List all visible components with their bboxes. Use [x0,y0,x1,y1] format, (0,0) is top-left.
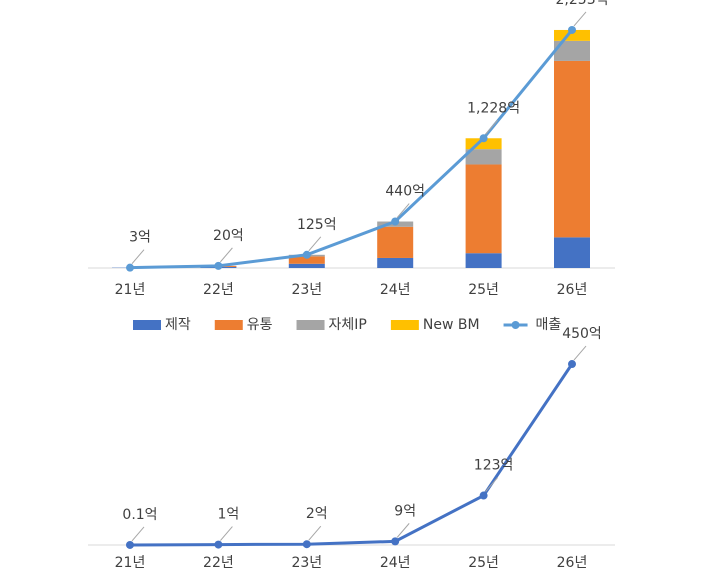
bar-segment [554,40,590,61]
point [302,540,311,549]
leader-line [308,236,322,252]
legend-swatch [133,320,161,330]
legend-label: 제작 [165,317,191,333]
bar-segment [554,237,590,268]
data-label: 3억 [129,230,151,246]
leader-line [485,477,498,492]
x-tick-label: 24년 [380,555,411,571]
x-tick-label: 26년 [557,282,588,298]
bar-segment [554,60,590,238]
leader-line [573,345,587,361]
x-tick-label: 21년 [115,282,146,298]
point [302,250,311,259]
data-label: 20억 [213,228,244,244]
leader-line [131,526,145,542]
x-tick-label: 22년 [203,555,234,571]
point [391,217,400,226]
legend-swatch [296,320,325,330]
data-label: 1,228억 [467,100,520,116]
legend-label: 자체IP [329,317,367,333]
leader-line [308,525,322,541]
data-label: 2,253억 [556,0,609,8]
leader-line [485,119,498,135]
x-tick-label: 26년 [557,555,588,571]
point [479,134,488,143]
x-tick-label: 21년 [115,555,146,571]
leader-line [396,523,410,538]
legend-swatch [390,320,419,330]
legend-label: 매출 [536,317,562,333]
x-tick-label: 22년 [203,282,234,298]
bar-segment [465,149,502,165]
bar-segment [377,226,414,258]
leader-line [573,11,587,27]
point [568,360,576,369]
bar-segment [288,263,325,268]
data-label: 440억 [385,184,425,200]
line [129,29,574,270]
x-tick-label: 23년 [291,282,322,298]
leader-line [220,526,233,541]
data-label: 450억 [562,326,602,342]
bar-segment [377,257,414,268]
point [214,261,223,270]
point [568,25,576,34]
bar-segment [554,29,590,41]
point [126,540,134,549]
x-tick-label: 24년 [380,282,411,298]
bar-segment [288,256,325,264]
bar-segment [465,253,502,268]
legend-label: 유통 [247,317,273,333]
leader-line [220,247,233,263]
line [129,363,574,547]
data-label: 9억 [394,503,416,519]
legend-label: New BM [423,317,480,333]
x-tick-label: 25년 [468,282,499,298]
x-tick-label: 25년 [468,555,499,571]
legend-swatch [511,321,520,329]
data-label: 1억 [218,507,240,523]
point [214,540,223,549]
x-tick-label: 23년 [291,555,322,571]
point [479,491,488,500]
point [391,537,400,546]
data-label: 2억 [306,506,328,522]
point [126,263,134,272]
data-label: 0.1억 [122,507,157,523]
leader-line [131,249,145,265]
leader-line [396,203,410,218]
data-label: 123억 [474,458,514,474]
legend-swatch [214,320,243,330]
data-label: 125억 [297,217,337,233]
bar-segment [465,138,502,150]
bar-segment [465,164,502,254]
